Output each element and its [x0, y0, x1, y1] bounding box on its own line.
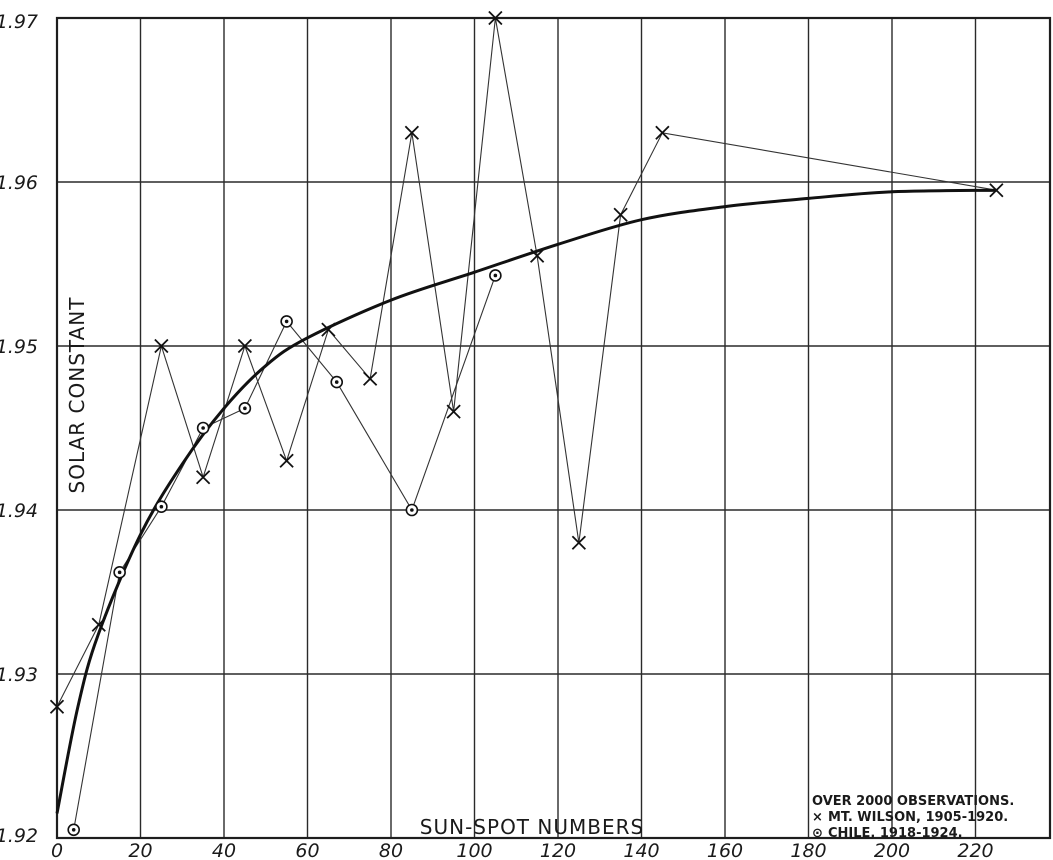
mt-wilson-point [488, 10, 503, 26]
mt-wilson-point [237, 338, 253, 354]
mt-wilson-point [404, 125, 420, 140]
mt-wilson-point [91, 617, 106, 632]
y-tick-label: 1.97 [0, 11, 38, 33]
chile-point [155, 500, 168, 514]
mt-wilson-point [655, 125, 670, 140]
x-tick-label: 200 [874, 840, 910, 860]
y-tick-label: 1.96 [0, 172, 38, 194]
fitted-curve-layer [55, 188, 997, 814]
legend: OVER 2000 OBSERVATIONS. × MT. WILSON, 19… [812, 794, 1014, 841]
y-tick-label: 1.93 [0, 664, 38, 686]
x-tick-label: 140 [623, 840, 659, 860]
chile-point [405, 503, 419, 517]
legend-header: OVER 2000 OBSERVATIONS. [812, 794, 1014, 809]
y-tick-label: 1.95 [0, 336, 38, 358]
chile-point [489, 269, 502, 282]
x-tick-label: 160 [707, 840, 743, 860]
chile-point [330, 375, 344, 389]
chile-point [67, 823, 80, 837]
mt-wilson-point [989, 183, 1004, 198]
chile-series-line [73, 275, 496, 830]
y-tick-label: 1.92 [0, 825, 38, 847]
x-tick-label: 80 [379, 840, 403, 860]
mt-wilson-series-line [56, 17, 997, 708]
marker-layer [49, 10, 1004, 837]
x-tick-label: 100 [456, 840, 492, 860]
mt-wilson-point [613, 207, 628, 222]
legend-entry-chile: CHILE, 1918-1924. [828, 826, 963, 841]
chile-point [280, 315, 293, 328]
x-tick-label: 220 [957, 840, 993, 860]
y-axis-title: SOLAR CONSTANT [65, 297, 89, 494]
mt-wilson-point [362, 371, 378, 386]
mt-wilson-point [571, 535, 587, 550]
grid [57, 18, 1050, 838]
x-tick-label: 40 [212, 840, 236, 860]
chile-point [113, 566, 126, 579]
mt-wilson-point [154, 338, 169, 354]
x-tick-label: 180 [790, 840, 826, 860]
mt-wilson-point [529, 248, 545, 263]
series-layer [56, 17, 997, 830]
legend-marker-circle: ⊙ [812, 826, 823, 841]
tick-labels: 0 20 40 60 80 100 120 140 160 180 200 220 1.92 1.93 1.… [0, 11, 994, 860]
x-tick-label: 120 [540, 840, 576, 860]
mt-wilson-point [446, 404, 461, 419]
plot-frame [55, 16, 1052, 840]
legend-entry-mt-wilson: MT. WILSON, 1905-1920. [828, 810, 1008, 825]
x-axis-title: SUN-SPOT NUMBERS [420, 815, 644, 839]
mt-wilson-point [195, 470, 211, 485]
x-tick-label: 0 [51, 840, 63, 860]
legend-marker-cross: × [812, 810, 823, 825]
mt-wilson-point [279, 453, 294, 468]
mt-wilson-point [321, 322, 336, 337]
y-tick-label: 1.94 [0, 500, 38, 522]
chile-point [196, 421, 210, 435]
mt-wilson-point [49, 699, 65, 714]
chile-point [238, 402, 252, 415]
x-tick-label: 60 [295, 840, 319, 860]
fitted-curve [55, 188, 997, 814]
x-tick-label: 20 [128, 840, 152, 860]
